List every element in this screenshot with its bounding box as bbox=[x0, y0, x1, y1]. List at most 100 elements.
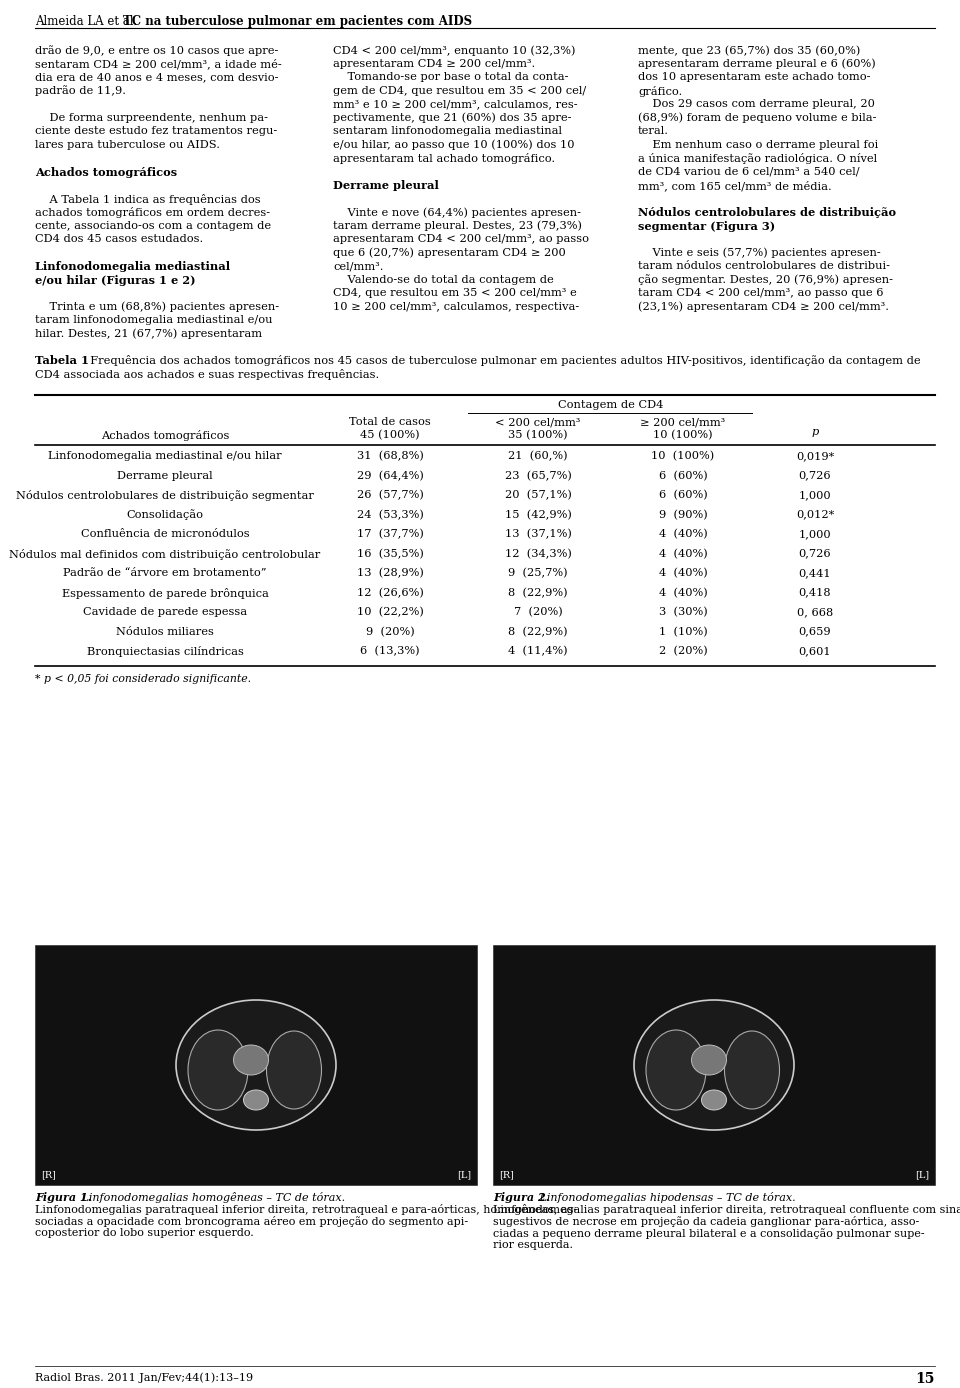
Text: pectivamente, que 21 (60%) dos 35 apre-: pectivamente, que 21 (60%) dos 35 apre- bbox=[333, 112, 571, 124]
Text: 3  (30%): 3 (30%) bbox=[659, 607, 708, 618]
Text: p: p bbox=[811, 426, 819, 436]
Text: Vinte e seis (57,7%) pacientes apresen-: Vinte e seis (57,7%) pacientes apresen- bbox=[638, 247, 880, 258]
Bar bbox=[35, 945, 477, 1185]
Text: 10  (100%): 10 (100%) bbox=[652, 451, 714, 461]
Text: rior esquerda.: rior esquerda. bbox=[493, 1239, 573, 1251]
Text: 1  (10%): 1 (10%) bbox=[659, 626, 708, 637]
Text: taram nódulos centrolobulares de distribui-: taram nódulos centrolobulares de distrib… bbox=[638, 261, 890, 271]
Text: Derrame pleural: Derrame pleural bbox=[117, 471, 213, 480]
Text: taram CD4 < 200 cel/mm³, ao passo que 6: taram CD4 < 200 cel/mm³, ao passo que 6 bbox=[638, 287, 883, 298]
Text: hilar. Destes, 21 (67,7%) apresentaram: hilar. Destes, 21 (67,7%) apresentaram bbox=[35, 329, 262, 339]
Text: [L]: [L] bbox=[915, 1170, 929, 1178]
Ellipse shape bbox=[233, 1045, 269, 1074]
Text: Nódulos miliares: Nódulos miliares bbox=[116, 626, 214, 637]
Text: mm³ e 10 ≥ 200 cel/mm³, calculamos, res-: mm³ e 10 ≥ 200 cel/mm³, calculamos, res- bbox=[333, 99, 578, 110]
Text: taram linfonodomegalia mediastinal e/ou: taram linfonodomegalia mediastinal e/ou bbox=[35, 315, 273, 325]
Text: 8  (22,9%): 8 (22,9%) bbox=[508, 587, 567, 598]
Text: cel/mm³.: cel/mm³. bbox=[333, 261, 383, 271]
Ellipse shape bbox=[267, 1031, 322, 1109]
Text: Linfonodomegalias homogêneas – TC de tórax.: Linfonodomegalias homogêneas – TC de tór… bbox=[78, 1192, 346, 1203]
Text: apresentaram CD4 < 200 cel/mm³, ao passo: apresentaram CD4 < 200 cel/mm³, ao passo bbox=[333, 235, 589, 244]
Ellipse shape bbox=[176, 999, 336, 1130]
Text: ciente deste estudo fez tratamentos regu-: ciente deste estudo fez tratamentos regu… bbox=[35, 126, 277, 136]
Text: Linfonodomegalia mediastinal: Linfonodomegalia mediastinal bbox=[35, 261, 230, 272]
Text: Linfonodomegalias paratraqueal inferior direita, retrotraqueal e para-aórticas, : Linfonodomegalias paratraqueal inferior … bbox=[35, 1203, 577, 1214]
Text: sociadas a opacidade com broncograma aéreo em projeção do segmento api-: sociadas a opacidade com broncograma aér… bbox=[35, 1216, 468, 1227]
Ellipse shape bbox=[691, 1045, 727, 1074]
Text: taram derrame pleural. Destes, 23 (79,3%): taram derrame pleural. Destes, 23 (79,3%… bbox=[333, 221, 582, 230]
Text: TC na tuberculose pulmonar em pacientes com AIDS: TC na tuberculose pulmonar em pacientes … bbox=[123, 15, 472, 28]
Text: 6  (13,3%): 6 (13,3%) bbox=[360, 645, 420, 657]
Text: 9  (25,7%): 9 (25,7%) bbox=[508, 568, 567, 579]
Ellipse shape bbox=[646, 1030, 706, 1110]
Text: CD4, que resultou em 35 < 200 cel/mm³ e: CD4, que resultou em 35 < 200 cel/mm³ e bbox=[333, 287, 577, 298]
Text: Almeida LA et al.: Almeida LA et al. bbox=[35, 15, 149, 28]
Text: Tomando-se por base o total da conta-: Tomando-se por base o total da conta- bbox=[333, 72, 568, 82]
Text: (23,1%) apresentaram CD4 ≥ 200 cel/mm³.: (23,1%) apresentaram CD4 ≥ 200 cel/mm³. bbox=[638, 301, 889, 312]
Text: Achados tomográficos: Achados tomográficos bbox=[101, 430, 229, 441]
Text: De forma surpreendente, nenhum pa-: De forma surpreendente, nenhum pa- bbox=[35, 112, 268, 122]
Text: drão de 9,0, e entre os 10 casos que apre-: drão de 9,0, e entre os 10 casos que apr… bbox=[35, 44, 278, 56]
Text: Nódulos centrolobulares de distribuição: Nódulos centrolobulares de distribuição bbox=[638, 207, 896, 218]
Ellipse shape bbox=[634, 999, 794, 1130]
Text: 0,441: 0,441 bbox=[799, 568, 831, 577]
Text: 0,012*: 0,012* bbox=[796, 509, 834, 519]
Text: mente, que 23 (65,7%) dos 35 (60,0%): mente, que 23 (65,7%) dos 35 (60,0%) bbox=[638, 44, 860, 56]
Text: Figura 2.: Figura 2. bbox=[493, 1192, 550, 1203]
Text: 7  (20%): 7 (20%) bbox=[514, 607, 563, 618]
Text: 16  (35,5%): 16 (35,5%) bbox=[356, 548, 423, 559]
Text: mm³, com 165 cel/mm³ de média.: mm³, com 165 cel/mm³ de média. bbox=[638, 180, 831, 190]
Text: e/ou hilar (Figuras 1 e 2): e/ou hilar (Figuras 1 e 2) bbox=[35, 275, 196, 286]
Text: CD4 associada aos achados e suas respectivas frequências.: CD4 associada aos achados e suas respect… bbox=[35, 368, 379, 379]
Text: 4  (40%): 4 (40%) bbox=[659, 568, 708, 579]
Text: 31  (68,8%): 31 (68,8%) bbox=[356, 451, 423, 461]
Text: Dos 29 casos com derrame pleural, 20: Dos 29 casos com derrame pleural, 20 bbox=[638, 99, 875, 110]
Text: 24  (53,3%): 24 (53,3%) bbox=[356, 509, 423, 520]
Text: Espessamento de parede brônquica: Espessamento de parede brônquica bbox=[61, 587, 269, 598]
Text: Linfonodomegalias hipodensas – TC de tórax.: Linfonodomegalias hipodensas – TC de tór… bbox=[536, 1192, 796, 1203]
Text: Valendo-se do total da contagem de: Valendo-se do total da contagem de bbox=[333, 275, 554, 285]
Text: ciadas a pequeno derrame pleural bilateral e a consolidação pulmonar supe-: ciadas a pequeno derrame pleural bilater… bbox=[493, 1228, 924, 1239]
Bar bbox=[493, 945, 935, 1185]
Text: Bronquiectasias cilíndricas: Bronquiectasias cilíndricas bbox=[86, 645, 244, 657]
Text: Consolidação: Consolidação bbox=[127, 509, 204, 520]
Text: A Tabela 1 indica as frequências dos: A Tabela 1 indica as frequências dos bbox=[35, 193, 260, 204]
Text: 4  (40%): 4 (40%) bbox=[659, 529, 708, 540]
Text: 4  (40%): 4 (40%) bbox=[659, 548, 708, 559]
Text: 17  (37,7%): 17 (37,7%) bbox=[356, 529, 423, 540]
Text: apresentaram derrame pleural e 6 (60%): apresentaram derrame pleural e 6 (60%) bbox=[638, 58, 876, 69]
Text: Padrão de “árvore em brotamento”: Padrão de “árvore em brotamento” bbox=[63, 568, 267, 577]
Text: teral.: teral. bbox=[638, 126, 669, 136]
Text: Linfonodomegalias paratraqueal inferior direita, retrotraqueal confluente com si: Linfonodomegalias paratraqueal inferior … bbox=[493, 1203, 960, 1214]
Text: 0,019*: 0,019* bbox=[796, 451, 834, 461]
Text: 0,726: 0,726 bbox=[799, 471, 831, 480]
Text: 20  (57,1%): 20 (57,1%) bbox=[505, 490, 571, 500]
Text: Radiol Bras. 2011 Jan/Fev;44(1):13–19: Radiol Bras. 2011 Jan/Fev;44(1):13–19 bbox=[35, 1371, 253, 1382]
Text: cente, associando-os com a contagem de: cente, associando-os com a contagem de bbox=[35, 221, 271, 230]
Text: (68,9%) foram de pequeno volume e bila-: (68,9%) foram de pequeno volume e bila- bbox=[638, 112, 876, 124]
Text: segmentar (Figura 3): segmentar (Figura 3) bbox=[638, 221, 776, 232]
Text: padrão de 11,9.: padrão de 11,9. bbox=[35, 86, 126, 96]
Text: apresentaram CD4 ≥ 200 cel/mm³.: apresentaram CD4 ≥ 200 cel/mm³. bbox=[333, 58, 536, 68]
Text: sentaram CD4 ≥ 200 cel/mm³, a idade mé-: sentaram CD4 ≥ 200 cel/mm³, a idade mé- bbox=[35, 58, 281, 69]
Text: [R]: [R] bbox=[499, 1170, 514, 1178]
Text: que 6 (20,7%) apresentaram CD4 ≥ 200: que 6 (20,7%) apresentaram CD4 ≥ 200 bbox=[333, 247, 565, 258]
Text: Cavidade de parede espessa: Cavidade de parede espessa bbox=[83, 607, 247, 618]
Text: 4  (40%): 4 (40%) bbox=[659, 587, 708, 598]
Text: 9  (20%): 9 (20%) bbox=[366, 626, 415, 637]
Text: 0,659: 0,659 bbox=[799, 626, 831, 637]
Text: Confluência de micronódulos: Confluência de micronódulos bbox=[81, 529, 250, 539]
Text: Nódulos mal definidos com distribuição centrolobular: Nódulos mal definidos com distribuição c… bbox=[10, 548, 321, 559]
Text: 10  (22,2%): 10 (22,2%) bbox=[356, 607, 423, 618]
Text: ção segmentar. Destes, 20 (76,9%) apresen-: ção segmentar. Destes, 20 (76,9%) aprese… bbox=[638, 275, 893, 286]
Text: Achados tomográficos: Achados tomográficos bbox=[35, 167, 178, 178]
Text: 12  (34,3%): 12 (34,3%) bbox=[505, 548, 571, 559]
Text: Nódulos centrolobulares de distribuição segmentar: Nódulos centrolobulares de distribuição … bbox=[16, 490, 314, 501]
Ellipse shape bbox=[702, 1090, 727, 1110]
Text: Tabela 1: Tabela 1 bbox=[35, 355, 89, 366]
Text: sentaram linfonodomegalia mediastinal: sentaram linfonodomegalia mediastinal bbox=[333, 126, 562, 136]
Text: 29  (64,4%): 29 (64,4%) bbox=[356, 471, 423, 480]
Text: CD4 < 200 cel/mm³, enquanto 10 (32,3%): CD4 < 200 cel/mm³, enquanto 10 (32,3%) bbox=[333, 44, 575, 56]
Text: 10 ≥ 200 cel/mm³, calculamos, respectiva-: 10 ≥ 200 cel/mm³, calculamos, respectiva… bbox=[333, 301, 579, 311]
Text: apresentaram tal achado tomográfico.: apresentaram tal achado tomográfico. bbox=[333, 153, 555, 164]
